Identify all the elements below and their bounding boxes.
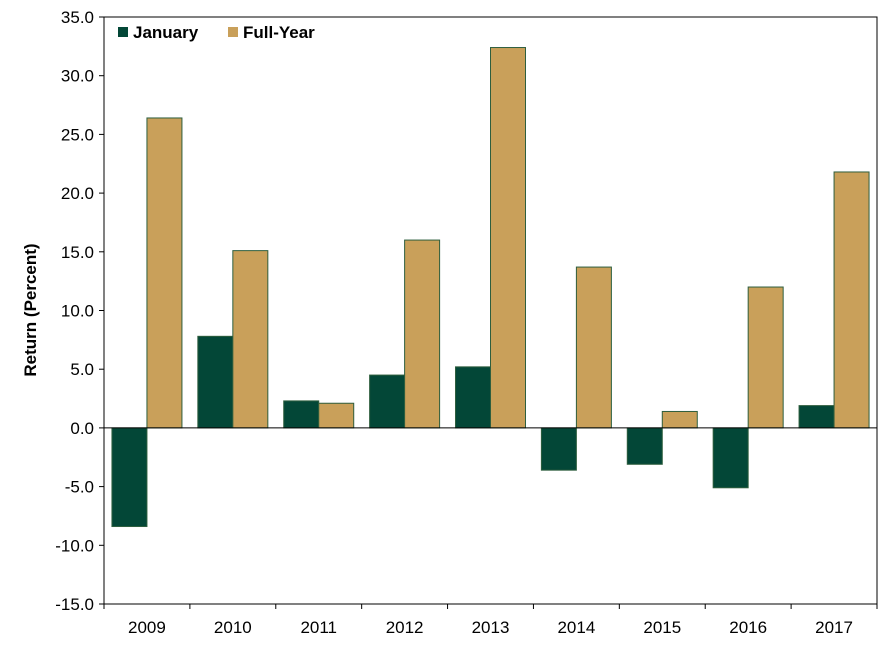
x-tick-labels: 2009 2010 2011 2012 2013 2014 2015 2016 2017 [128,618,853,637]
bar-full-year-2017 [833,171,870,429]
x-tick-label: 2016 [729,618,767,637]
bar-full-year-2009 [146,117,183,429]
bar-full-year-2014 [575,266,612,429]
bar-january-2013 [455,366,491,429]
y-tick-labels: 35.0 30.0 25.0 20.0 15.0 10.0 5.0 0.0 -5.0 -10.0 -… [55,8,94,614]
y-axis-title: Return (Percent) [21,243,40,376]
y-tick-label: 20.0 [61,184,94,203]
bar-full-year-2016 [747,286,784,429]
y-tick-label: 5.0 [70,360,94,379]
y-tick-label: -15.0 [55,595,94,614]
bar-full-year-2012 [404,239,441,429]
x-tick-label: 2009 [128,618,166,637]
bar-january-2009 [111,427,148,528]
bar-full-year-2010 [232,250,269,429]
x-tick-label: 2015 [643,618,681,637]
bar-full-year-2013 [490,47,526,429]
x-tick-label: 2013 [472,618,510,637]
bars [111,47,870,528]
bar-january-2017 [798,405,835,429]
legend-label-full-year: Full-Year [243,23,315,42]
y-tick-label: 30.0 [61,67,94,86]
y-tick-label: 15.0 [61,243,94,262]
x-tick-label: 2014 [557,618,595,637]
bar-full-year-2011 [318,402,355,429]
bar-full-year-2015 [661,410,698,429]
bar-january-2016 [712,427,749,489]
bar-january-2010 [197,335,234,429]
bar-january-2015 [626,427,663,465]
bar-january-2011 [283,400,320,429]
bar-january-2014 [540,427,577,471]
y-tick-label: -10.0 [55,536,94,555]
legend-swatch-full-year [228,27,238,37]
x-tick-label: 2017 [815,618,853,637]
x-tick-label: 2012 [386,618,424,637]
legend: January Full-Year [118,23,315,42]
legend-swatch-january [118,27,128,37]
y-tick-label: 35.0 [61,8,94,27]
y-tick-label: 25.0 [61,125,94,144]
axes [99,16,878,609]
bar-january-2012 [369,374,406,429]
y-tick-label: 0.0 [70,419,94,438]
y-tick-label: 10.0 [61,302,94,321]
y-tick-label: -5.0 [65,478,94,497]
x-tick-label: 2010 [214,618,252,637]
x-tick-label: 2011 [300,618,337,637]
legend-label-january: January [133,23,199,42]
